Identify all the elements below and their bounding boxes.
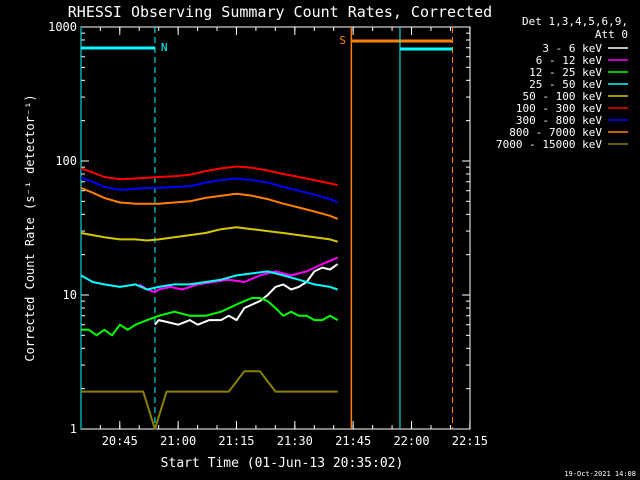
x-tick-label: 21:15	[218, 434, 254, 448]
series-line-8	[81, 370, 338, 430]
y-tick-label: 100	[55, 154, 77, 168]
series-line-5	[80, 165, 338, 187]
series-layer	[80, 165, 339, 430]
chart-title: RHESSI Observing Summary Count Rates, Co…	[68, 3, 492, 21]
legend-label-5: 100 - 300 keV	[516, 102, 602, 115]
x-tick-label: 21:45	[335, 434, 371, 448]
series-line-7	[80, 186, 339, 220]
legend-header-line-1: Det 1,3,4,5,6,9,	[522, 15, 628, 28]
x-tick-label: 22:15	[452, 434, 488, 448]
annotation-layer: NS	[80, 27, 453, 429]
x-axis-label: Start Time (01-Jun-13 20:35:02)	[161, 456, 404, 471]
legend-label-8: 7000 - 15000 keV	[496, 138, 602, 151]
y-tick-label: 10	[63, 288, 77, 302]
legend-label-7: 800 - 7000 keV	[509, 126, 602, 139]
legend-label-1: 6 - 12 keV	[536, 54, 603, 67]
x-tick-label: 21:00	[160, 434, 196, 448]
x-tick-label: 20:45	[102, 434, 138, 448]
legend-label-0: 3 - 6 keV	[542, 42, 602, 55]
legend-label-3: 25 - 50 keV	[529, 78, 602, 91]
series-line-4	[80, 226, 338, 243]
series-line-6	[80, 176, 339, 204]
legend-header-line-2: Att 0	[595, 28, 628, 41]
series-line-2	[81, 297, 339, 337]
x-tick-label: 22:00	[393, 434, 429, 448]
x-tick-label: 21:30	[277, 434, 313, 448]
legend-label-4: 50 - 100 keV	[523, 90, 603, 103]
y-axis: 1 10 100 1000	[48, 20, 470, 436]
series-line-3	[80, 270, 339, 291]
y-tick-label: 1	[70, 422, 77, 436]
series-line-0	[154, 263, 339, 326]
legend-label-2: 12 - 25 keV	[529, 66, 602, 79]
y-axis-label: Corrected Count Rate (s⁻¹ detector⁻¹)	[23, 94, 37, 361]
series-line-1	[138, 256, 339, 294]
y-tick-label: 1000	[48, 20, 77, 34]
x-axis: 20:45 21:00 21:15 21:30 21:45 22:00 22:15	[99, 27, 488, 448]
legend-label-6: 300 - 800 keV	[516, 114, 602, 127]
annotation-label-s: S	[339, 34, 346, 47]
footer-date: 19-Oct-2021 14:08	[564, 470, 636, 478]
annotation-label-n: N	[161, 41, 168, 54]
